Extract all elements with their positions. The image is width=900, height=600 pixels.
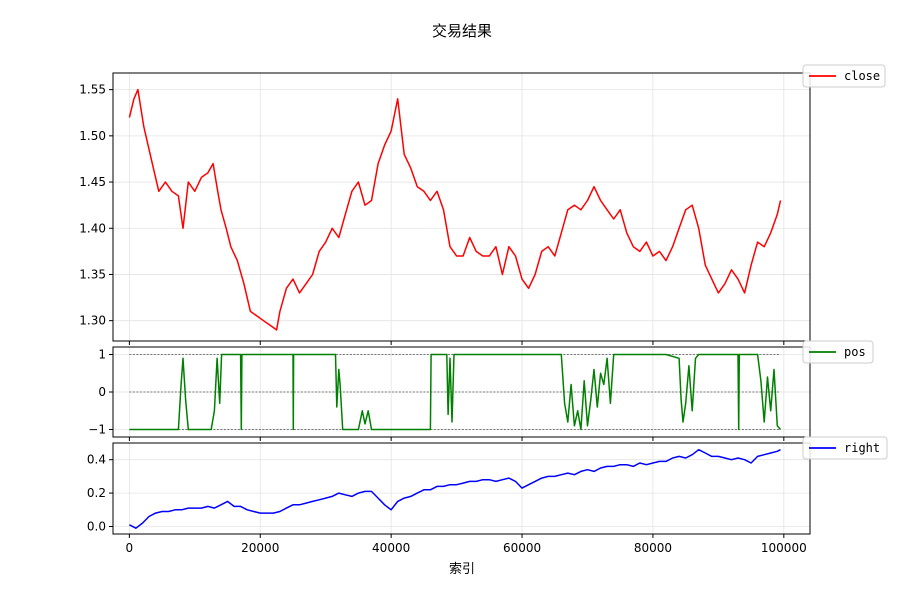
y-tick-label: 1.30 (79, 314, 106, 328)
y-tick-label: −1 (88, 423, 106, 437)
y-tick-label: 1.50 (79, 129, 106, 143)
legend-box (802, 436, 888, 460)
legend-box (802, 64, 886, 88)
pos-panel: −1 0 1 pos (88, 340, 874, 441)
series-line-pos (129, 353, 782, 431)
close-panel: 1.30 1.35 1.40 1.45 1.50 1.55 close (79, 64, 886, 345)
y-tick-label: 1 (98, 348, 106, 362)
y-tick-label: 1.35 (79, 267, 106, 281)
legend: pos (802, 340, 874, 364)
legend-label: pos (844, 345, 866, 359)
x-tick-label: 40000 (372, 541, 410, 555)
legend-label: close (844, 69, 880, 83)
y-tick-label: 1.45 (79, 175, 106, 189)
legend-label: right (844, 441, 880, 455)
x-tick-label: 20000 (241, 541, 279, 555)
plot-area (113, 73, 810, 341)
axes-frame (112, 72, 811, 342)
y-tick-label: 0.2 (87, 486, 106, 500)
series-line-close (128, 88, 782, 331)
legend-box (802, 340, 874, 364)
chart-title: 交易结果 (432, 22, 492, 40)
right-panel: 0.0 0.2 0.4 0 20000 40000 60000 80000 100000 righ… (87, 436, 888, 555)
y-tick-label: 0 (98, 385, 106, 399)
x-tick-label: 0 (126, 541, 134, 555)
plot-area (113, 443, 810, 534)
x-tick-label: 100000 (761, 541, 807, 555)
y-tick-label: 1.55 (79, 83, 106, 97)
y-tick-label: 1.40 (79, 221, 106, 235)
y-tick-label: 0.0 (87, 519, 106, 533)
x-axis-label: 索引 (449, 562, 475, 577)
x-tick-label: 80000 (634, 541, 672, 555)
x-tick-label: 60000 (503, 541, 541, 555)
series-line-right (129, 448, 781, 529)
y-tick-label: 0.4 (87, 453, 106, 467)
legend: right (802, 436, 888, 460)
legend: close (802, 64, 886, 88)
axes-frame (112, 442, 811, 535)
